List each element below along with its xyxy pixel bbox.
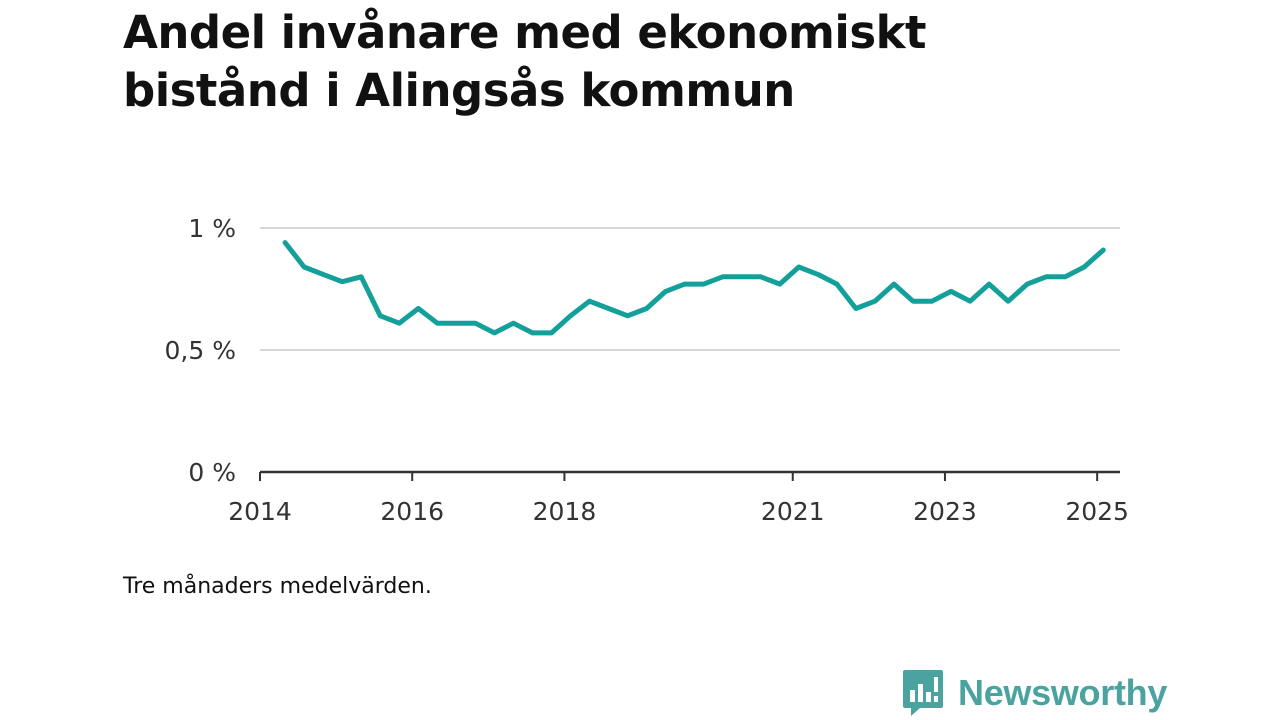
brand-name: Newsworthy: [958, 672, 1168, 713]
x-tick-label: 2016: [380, 497, 444, 526]
bar-chart-bubble-icon: [903, 670, 943, 716]
x-tick-label: 2025: [1065, 497, 1129, 526]
x-tick-label: 2018: [533, 497, 597, 526]
newsworthy-logo: Newsworthy: [902, 668, 1167, 718]
x-tick-label: 2023: [913, 497, 977, 526]
series-line: [282, 240, 1106, 336]
y-tick-label: 1 %: [188, 214, 236, 243]
x-tick-label: 2021: [761, 497, 825, 526]
chart-title: Andel invånare med ekonomiskt bistånd i …: [123, 6, 927, 117]
y-tick-label: 0 %: [188, 458, 236, 487]
chart-note: Tre månaders medelvärden.: [123, 574, 432, 599]
x-tick-label: 2014: [228, 497, 292, 526]
y-tick-label: 0,5 %: [165, 336, 236, 365]
